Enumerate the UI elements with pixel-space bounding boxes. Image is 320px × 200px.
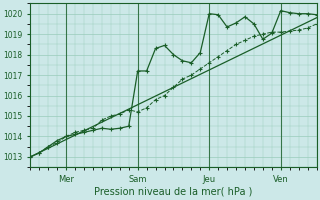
X-axis label: Pression niveau de la mer( hPa ): Pression niveau de la mer( hPa ) bbox=[94, 187, 252, 197]
